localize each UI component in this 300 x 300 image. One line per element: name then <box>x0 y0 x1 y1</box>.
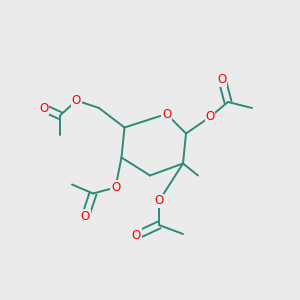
Text: O: O <box>39 101 48 115</box>
Text: O: O <box>162 107 171 121</box>
Text: O: O <box>81 209 90 223</box>
Text: O: O <box>218 73 226 86</box>
Text: O: O <box>154 194 164 208</box>
Text: O: O <box>72 94 81 107</box>
Text: O: O <box>111 181 120 194</box>
Text: O: O <box>132 229 141 242</box>
Text: O: O <box>206 110 214 124</box>
